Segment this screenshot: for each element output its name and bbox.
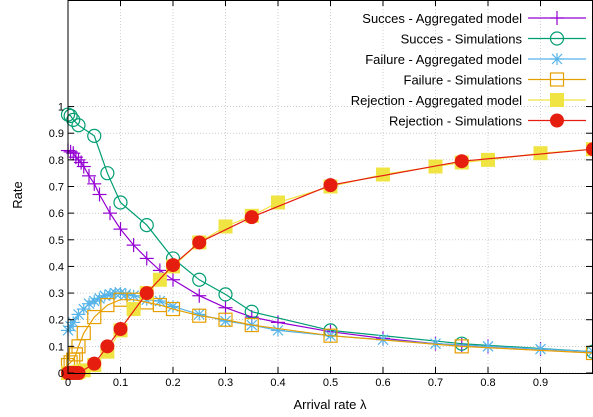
data-point [192,308,207,323]
data-point [454,154,469,169]
x-tick-label: 0.6 [375,377,390,389]
grid [67,0,593,374]
legend: Succes - Aggregated model Succes - Simula… [351,11,586,129]
data-point [63,108,78,123]
legend-marker [549,31,565,46]
data-point [100,166,115,181]
data-point [87,176,102,191]
data-point [126,238,141,253]
y-tick-label: 0 [58,368,64,380]
data-point [92,187,107,202]
y-tick-label: 0.8 [49,155,64,167]
x-tick-label: 0.4 [270,377,285,389]
data-point [218,300,233,315]
x-axis-label: Arrival rate λ [294,397,367,412]
series-line [67,114,593,353]
y-tick-label: 0.5 [49,235,64,247]
data-point [139,251,154,266]
data-point [218,219,233,234]
data-point [376,167,390,182]
y-tick-label: 0.1 [49,341,64,353]
legend-marker [549,72,565,87]
x-tick-label: 0.7 [428,377,443,389]
data-point [166,272,180,287]
axes: 0 0.1 0.2 0.3 0.4 0.5 0.6 0.7 0.8 0.9 0 0.1 0.2 0.3 0.… [49,0,593,389]
data-point [82,168,96,183]
x-tick-label: 0.5 [323,377,338,389]
x-tick-label: 0.2 [165,377,180,389]
data-point [323,178,338,193]
data-point [87,309,102,325]
data-point [323,328,338,343]
data-point [166,258,180,273]
data-point [244,210,259,225]
data-point [113,322,128,337]
data-point [271,195,285,210]
data-point [271,324,285,337]
data-point [192,235,207,250]
data-point [192,288,207,303]
series-line [67,299,593,366]
data-point [586,345,593,358]
y-tick-label: 0.6 [49,208,64,220]
data-point [113,195,128,210]
data-point [192,272,207,287]
legend-marker [550,113,564,128]
legend-label: Rejection - Aggregated model [351,93,522,108]
legend-label: Succes - Simulations [401,32,523,47]
x-tick-label: 0.9 [533,377,548,389]
y-tick-label: 0.9 [49,128,64,140]
data-point [71,118,86,133]
x-tick-label: 0.3 [218,377,233,389]
legend-label: Failure - Aggregated model [365,52,522,67]
data-point [76,159,91,174]
x-tick-label: 0.8 [480,377,495,389]
data-point [165,301,181,317]
legend-marker [550,93,564,107]
data-point [481,340,495,353]
data-point [66,316,81,329]
data-point [481,152,495,167]
data-point [533,343,548,356]
legend-marker [550,11,564,25]
data-point [87,128,102,143]
legend-marker [550,53,564,65]
legend-label: Rejection - Simulations [389,114,522,129]
data-point [92,292,107,305]
y-tick-label: 1 [58,102,64,114]
data-point [533,146,548,161]
data-point [113,222,128,237]
plot-area [60,107,593,380]
data-point [74,155,89,170]
legend-label: Succes - Aggregated model [362,11,522,26]
y-tick-label: 0.3 [49,288,64,300]
y-tick-label: 0.7 [49,182,64,194]
data-point [100,339,115,354]
y-tick-label: 0.4 [49,261,64,273]
data-point [87,356,102,371]
legend-label: Failure - Simulations [404,73,523,88]
x-tick-label: 0 [65,377,71,389]
data-point [66,112,81,127]
data-point [68,347,83,362]
y-axis-label: Rate [10,181,25,208]
data-point [76,325,91,341]
data-point [218,312,233,327]
data-point [454,339,469,354]
data-point [586,142,593,157]
data-point [103,206,117,221]
data-point [139,218,154,233]
data-point [244,317,259,333]
y-tick-label: 0.2 [49,315,64,327]
data-point [139,286,154,301]
data-point [585,345,593,361]
x-tick-label: 0.1 [113,377,128,389]
data-point [218,287,233,302]
